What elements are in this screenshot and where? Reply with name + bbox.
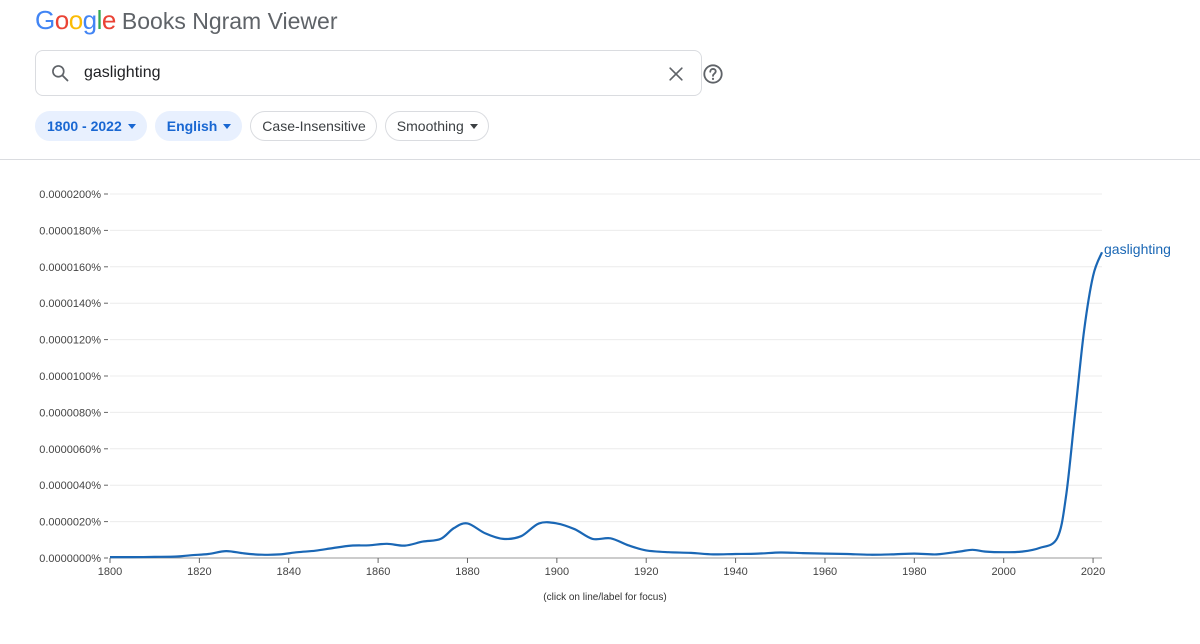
- x-tick-label: 1860: [366, 566, 390, 578]
- y-tick-label: 0.0000120%: [39, 335, 101, 347]
- axes: 0.0000000% 0.0000020% 0.0000040% 0.0000060%…: [39, 189, 1105, 578]
- x-tick-label: 2020: [1081, 566, 1105, 578]
- x-tick-label: 2000: [991, 566, 1015, 578]
- y-tick-label: 0.0000180%: [39, 225, 101, 237]
- chart-footnote: (click on line/label for focus): [543, 592, 666, 603]
- help-icon[interactable]: [702, 63, 724, 85]
- language-label: English: [166, 118, 218, 134]
- language-dropdown[interactable]: English: [154, 111, 243, 141]
- case-insensitive-label: Case-Insensitive: [262, 118, 366, 134]
- y-tick-label: 0.0000100%: [39, 371, 101, 383]
- x-tick-label: 1800: [98, 566, 122, 578]
- x-tick-label: 1960: [813, 566, 837, 578]
- x-tick-label: 1820: [187, 566, 211, 578]
- y-tick-label: 0.0000040%: [39, 480, 101, 492]
- year-range-label: 1800 - 2022: [47, 118, 122, 134]
- x-tick-label: 1980: [902, 566, 926, 578]
- y-tick-label: 0.0000160%: [39, 262, 101, 274]
- ngram-chart: 0.0000000% 0.0000020% 0.0000040% 0.0000060%…: [39, 189, 1171, 603]
- logo-letter: G: [35, 5, 55, 35]
- series-label-gaslighting[interactable]: gaslighting: [1104, 241, 1171, 257]
- case-insensitive-toggle[interactable]: Case-Insensitive: [250, 111, 377, 141]
- x-tick-label: 1840: [276, 566, 300, 578]
- close-icon[interactable]: [666, 64, 686, 84]
- search-icon: [52, 65, 69, 82]
- y-tick-label: 0.0000200%: [39, 189, 101, 201]
- search-box[interactable]: [35, 50, 723, 96]
- series-line-gaslighting[interactable]: [110, 251, 1104, 559]
- series-layer[interactable]: gaslighting: [110, 241, 1171, 559]
- y-tick-label: 0.0000140%: [39, 298, 101, 310]
- grid-lines: [110, 193, 1102, 559]
- x-tick-label: 1900: [545, 566, 569, 578]
- smoothing-label: Smoothing: [396, 118, 464, 134]
- x-tick-label: 1920: [634, 566, 658, 578]
- logo-letter: o: [68, 5, 83, 35]
- logo-letter: e: [101, 5, 116, 35]
- x-tick-label: 1880: [455, 566, 479, 578]
- caret-down-icon: [127, 124, 136, 129]
- caret-down-icon: [223, 124, 232, 129]
- header-divider: [0, 159, 1200, 160]
- x-tick-label: 1940: [723, 566, 747, 578]
- caret-down-icon: [469, 124, 478, 129]
- google-logo: Google: [35, 5, 116, 36]
- year-range-dropdown[interactable]: 1800 - 2022: [35, 111, 147, 141]
- logo-letter: o: [54, 5, 69, 35]
- logo-letter: g: [82, 5, 97, 35]
- google-books-ngram-logo[interactable]: Google Books Ngram Viewer: [35, 5, 338, 35]
- logo-letter: l: [96, 5, 103, 35]
- y-tick-label: 0.0000020%: [39, 517, 101, 529]
- search-input[interactable]: [84, 59, 644, 87]
- y-tick-label: 0.0000080%: [39, 407, 101, 419]
- y-tick-label: 0.0000060%: [39, 444, 101, 456]
- product-name: Books Ngram Viewer: [121, 8, 338, 34]
- filter-bar: 1800 - 2022 English Case-Insensitive Smo…: [35, 111, 489, 141]
- y-tick-label: 0.0000000%: [39, 553, 101, 565]
- smoothing-dropdown[interactable]: Smoothing: [384, 111, 489, 141]
